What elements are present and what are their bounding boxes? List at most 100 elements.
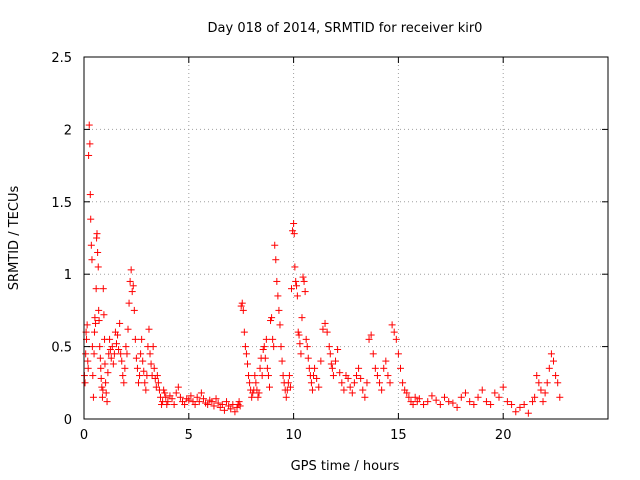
data-point: [133, 364, 141, 372]
data-point: [270, 343, 278, 351]
data-points: [80, 121, 564, 417]
data-point: [122, 343, 130, 351]
data-point: [272, 256, 280, 264]
data-point: [240, 328, 248, 336]
data-point: [293, 282, 301, 290]
data-point: [382, 357, 390, 365]
data-point: [319, 325, 327, 333]
data-point: [97, 364, 105, 372]
data-point: [533, 372, 541, 380]
data-point: [537, 386, 545, 394]
data-point: [461, 389, 469, 397]
data-point: [238, 299, 246, 307]
data-point: [86, 191, 94, 199]
data-point: [96, 343, 104, 351]
data-point: [267, 317, 275, 325]
data-point: [516, 403, 524, 411]
data-point: [126, 277, 134, 285]
data-point: [134, 379, 142, 387]
data-point: [535, 379, 543, 387]
data-point: [303, 343, 311, 351]
data-point: [399, 379, 407, 387]
data-point: [384, 372, 392, 380]
data-point: [145, 325, 153, 333]
data-point: [131, 335, 139, 343]
data-point: [98, 383, 106, 391]
data-point: [102, 379, 110, 387]
data-point: [529, 398, 537, 406]
data-point: [199, 395, 207, 403]
data-point: [499, 383, 507, 391]
data-point: [154, 379, 162, 387]
data-point: [441, 393, 449, 401]
data-point: [274, 292, 282, 300]
data-point: [279, 372, 287, 380]
data-point: [311, 364, 319, 372]
data-point: [373, 372, 381, 380]
data-point: [146, 350, 154, 358]
data-point: [436, 401, 444, 409]
data-point: [152, 383, 160, 391]
data-point: [141, 379, 149, 387]
data-point: [355, 364, 363, 372]
data-point: [405, 393, 413, 401]
data-point: [106, 335, 114, 343]
data-point: [283, 386, 291, 394]
data-point: [346, 383, 354, 391]
data-point: [403, 389, 411, 397]
data-point: [428, 392, 436, 400]
data-point: [367, 331, 375, 339]
data-point: [376, 379, 384, 387]
data-point: [268, 314, 276, 322]
data-point: [88, 256, 96, 264]
data-point: [284, 379, 292, 387]
data-point: [119, 372, 127, 380]
data-point: [323, 328, 331, 336]
data-point: [233, 403, 241, 411]
data-point: [317, 357, 325, 365]
data-point: [163, 401, 171, 409]
data-point: [365, 335, 373, 343]
data-point: [327, 360, 335, 368]
data-point: [87, 215, 95, 223]
data-point: [110, 350, 118, 358]
x-tick-labels: 0 5 10 15 20: [80, 428, 512, 443]
plot-frame: [83, 56, 609, 420]
data-point: [550, 357, 558, 365]
data-point: [220, 406, 228, 414]
data-point: [378, 386, 386, 394]
data-point: [286, 383, 294, 391]
data-point: [445, 398, 453, 406]
y-tick-label: 0.5: [51, 341, 72, 356]
data-point: [276, 321, 284, 329]
data-point: [218, 401, 226, 409]
data-point: [104, 369, 112, 377]
data-point: [223, 398, 231, 406]
y-tick-labels: 0 0.5 1 1.5 2 2.5: [51, 51, 72, 428]
data-point: [265, 383, 273, 391]
data-point: [290, 220, 298, 228]
data-point: [277, 343, 285, 351]
data-point: [411, 393, 419, 401]
data-point: [91, 314, 99, 322]
data-point: [235, 398, 243, 406]
data-point: [290, 230, 298, 238]
data-point: [92, 285, 100, 293]
data-point: [98, 393, 106, 401]
data-point: [212, 395, 220, 403]
data-point: [85, 121, 93, 129]
data-point: [394, 350, 402, 358]
y-tick-label: 1: [64, 268, 72, 283]
data-point: [185, 396, 193, 404]
data-point: [84, 357, 92, 365]
data-point: [554, 379, 562, 387]
data-point: [187, 392, 195, 400]
data-point: [415, 395, 423, 403]
data-point: [285, 372, 293, 380]
x-tick-label: 20: [495, 428, 512, 443]
data-point: [328, 364, 336, 372]
data-point: [132, 354, 140, 362]
data-point: [251, 372, 259, 380]
data-point: [249, 389, 257, 397]
data-point: [301, 288, 309, 296]
